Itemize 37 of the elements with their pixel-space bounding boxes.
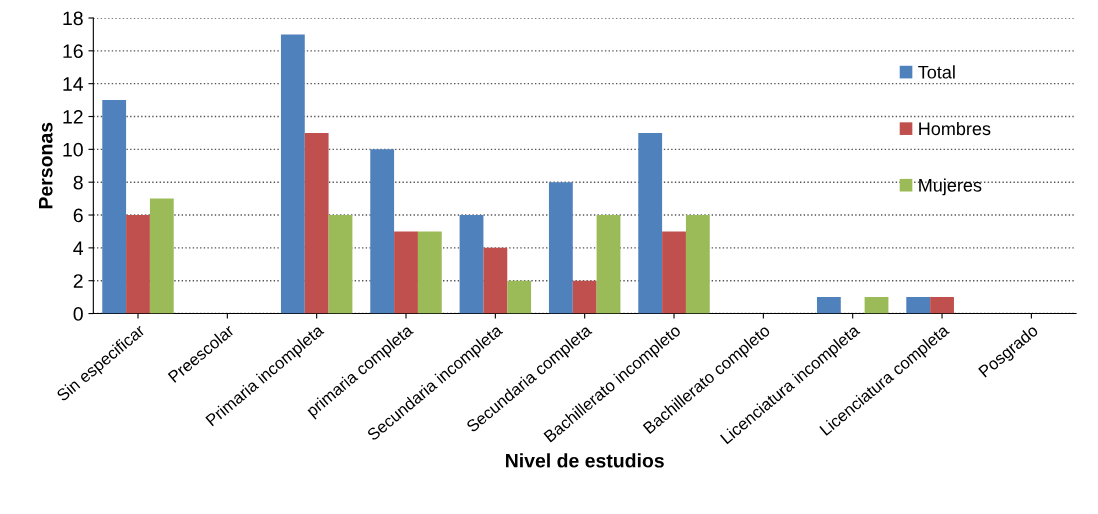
bar — [328, 215, 353, 314]
bar — [864, 297, 889, 314]
bar — [638, 132, 663, 314]
legend-label: Mujeres — [919, 178, 982, 196]
y-tick-label: 14 — [63, 77, 84, 91]
bar — [417, 231, 442, 314]
x-axis-title: Nivel de estudios — [506, 453, 664, 468]
bar — [102, 100, 127, 314]
bar — [816, 297, 841, 314]
bar — [572, 280, 597, 314]
y-tick-label: 2 — [73, 274, 83, 288]
bar — [149, 198, 174, 314]
bar — [507, 280, 532, 314]
bar — [483, 247, 508, 314]
y-tick-label: 16 — [63, 44, 83, 59]
bar — [685, 215, 710, 314]
bar — [394, 231, 418, 314]
bar — [280, 34, 305, 314]
legend-label: Total — [918, 65, 955, 79]
bar — [662, 231, 686, 314]
bar — [906, 297, 931, 314]
y-tick-label: 4 — [73, 241, 84, 255]
y-tick-label: 12 — [63, 109, 83, 124]
y-axis-title: Personas — [39, 122, 53, 209]
y-tick-label: 8 — [73, 175, 83, 190]
bar — [459, 215, 484, 314]
y-tick-label: 0 — [73, 307, 83, 321]
bar — [370, 149, 395, 314]
y-tick-label: 10 — [63, 142, 83, 157]
bar — [548, 182, 573, 314]
bar — [304, 132, 329, 314]
bar — [126, 215, 150, 314]
bar — [596, 215, 621, 314]
bar — [930, 297, 954, 314]
y-tick-label: 6 — [73, 208, 83, 223]
legend-label: Hombres — [919, 121, 991, 136]
y-tick-label: 18 — [63, 11, 83, 26]
